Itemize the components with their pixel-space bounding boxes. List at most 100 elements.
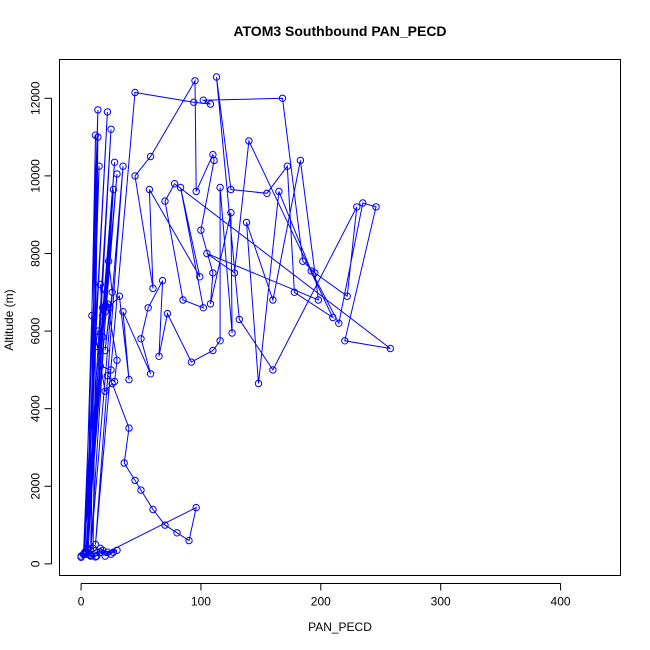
x-tick-label: 100	[191, 595, 211, 609]
data-point	[206, 300, 215, 308]
data-point	[91, 131, 100, 139]
y-tick-label: 6000	[29, 317, 43, 344]
chart-title: ATOM3 Southbound PAN_PECD	[233, 23, 446, 39]
data-point	[131, 476, 139, 485]
data-point	[106, 304, 114, 312]
data-point	[149, 505, 157, 514]
data-point	[203, 249, 211, 258]
data-point	[216, 337, 224, 345]
data-point	[104, 257, 113, 265]
data-point	[269, 296, 277, 304]
data-point	[197, 226, 205, 234]
data-point	[99, 311, 107, 320]
data-point	[311, 269, 319, 277]
data-point	[209, 346, 217, 355]
data-point	[314, 296, 323, 304]
data-point	[131, 172, 139, 180]
data-point	[353, 203, 361, 211]
data-point	[115, 292, 124, 300]
data-point	[228, 329, 236, 337]
data-point	[103, 108, 112, 116]
data-point	[82, 548, 90, 556]
data-point	[329, 313, 337, 322]
data-point	[119, 308, 127, 316]
x-axis: 0 100 200 300 400	[78, 583, 571, 609]
data-point	[99, 333, 107, 341]
data-point	[109, 185, 118, 194]
data-point	[146, 152, 155, 161]
y-tick-label: 4000	[29, 395, 43, 422]
data-point	[227, 209, 235, 217]
data-point	[94, 327, 102, 335]
data-point	[110, 377, 119, 386]
data-point	[161, 197, 169, 205]
data-point	[290, 288, 299, 296]
data-point	[299, 257, 307, 265]
x-tick-label: 400	[551, 595, 571, 609]
data-point	[185, 536, 193, 545]
y-tick-label: 10000	[29, 159, 43, 193]
y-axis-label: Altitude (m)	[2, 289, 16, 350]
data-point	[88, 311, 96, 320]
data-point	[145, 185, 154, 194]
data-point	[296, 156, 305, 165]
data-point	[275, 187, 283, 196]
data-point	[149, 284, 157, 293]
data-point	[137, 335, 145, 343]
data-point	[144, 304, 152, 312]
data-point	[99, 304, 107, 312]
data-point	[216, 183, 224, 192]
data-point	[372, 203, 380, 211]
x-tick-label: 200	[311, 595, 331, 609]
data-point	[191, 77, 199, 85]
data-point	[125, 375, 133, 384]
y-axis: 0 2000 4000 6000 8000 10000 12000	[29, 81, 52, 567]
data-point	[176, 183, 185, 192]
data-point	[125, 424, 133, 432]
data-point	[199, 304, 208, 312]
data-point	[131, 88, 139, 97]
data-point	[113, 170, 121, 178]
data-point	[235, 315, 244, 324]
series-group	[77, 73, 394, 561]
data-point	[212, 73, 221, 81]
data-point	[199, 96, 208, 104]
data-point	[192, 187, 200, 196]
data-point	[263, 189, 271, 198]
data-point	[269, 366, 277, 374]
data-point	[101, 387, 109, 395]
y-tick-label: 8000	[29, 240, 43, 267]
data-point	[161, 521, 169, 529]
data-point	[113, 546, 121, 554]
data-point	[386, 344, 394, 353]
data-point	[343, 292, 351, 300]
data-point	[107, 125, 115, 134]
data-point	[101, 346, 109, 355]
data-point	[91, 553, 100, 561]
data-point	[91, 540, 100, 549]
data-point	[192, 503, 200, 512]
data-point	[163, 309, 172, 318]
data-point	[187, 358, 196, 366]
x-tick-label: 300	[431, 595, 451, 609]
data-point	[96, 280, 105, 289]
data-point	[170, 180, 179, 188]
data-point	[109, 548, 118, 556]
data-point	[359, 199, 367, 207]
data-point	[210, 156, 218, 165]
data-point	[95, 162, 103, 170]
y-tick-label: 0	[29, 560, 43, 567]
data-point	[101, 308, 109, 316]
data-point	[230, 269, 239, 277]
data-point	[242, 218, 251, 227]
data-point	[101, 552, 109, 560]
data-point	[108, 288, 116, 296]
series-line	[80, 76, 391, 558]
data-point	[173, 529, 181, 537]
data-point	[245, 137, 253, 145]
data-point	[278, 94, 287, 103]
data-point	[307, 267, 315, 275]
data-point	[110, 158, 119, 167]
